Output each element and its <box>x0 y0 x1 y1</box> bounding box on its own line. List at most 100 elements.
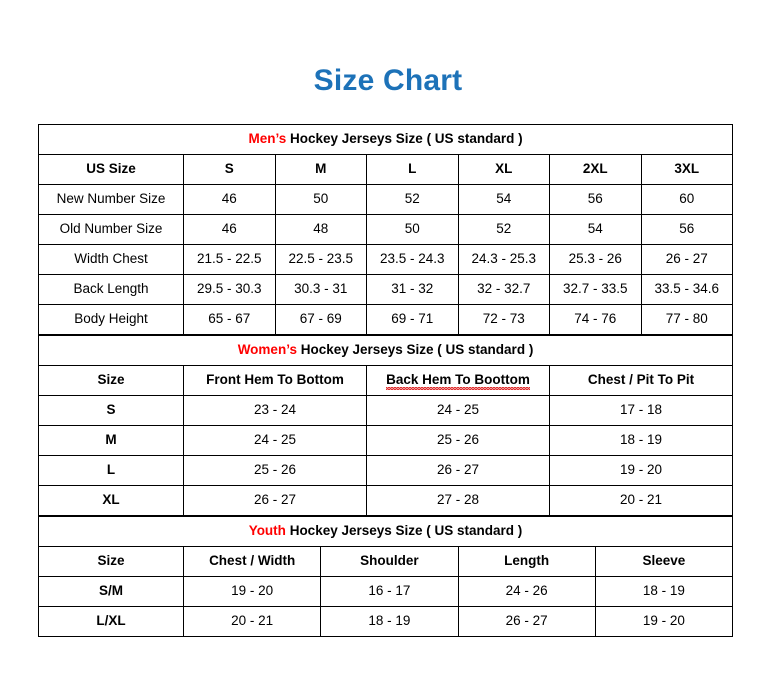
table-row: L/XL 20 - 21 18 - 19 26 - 27 19 - 20 <box>38 606 734 637</box>
womens-cell-0-1: 24 - 25 <box>366 395 550 426</box>
womens-cell-3-1: 27 - 28 <box>366 485 550 516</box>
mens-row-label-3: Back Length <box>38 274 184 305</box>
mens-cell-2-0: 21.5 - 22.5 <box>183 244 276 275</box>
womens-group-label: Women’s <box>237 342 297 358</box>
mens-cell-4-0: 65 - 67 <box>183 304 276 335</box>
youth-cell-1-1: 18 - 19 <box>320 606 459 637</box>
womens-cell-3-2: 20 - 21 <box>549 485 733 516</box>
table-row: L 25 - 26 26 - 27 19 - 20 <box>38 455 733 486</box>
table-section-header-row: Women’s Hockey Jerseys Size ( US standar… <box>38 335 733 366</box>
womens-cell-0-2: 17 - 18 <box>549 395 733 426</box>
womens-heading-rest: Hockey Jerseys Size ( US standard ) <box>296 342 534 358</box>
mens-cell-1-1: 48 <box>274 214 367 245</box>
mens-cell-3-4: 32.7 - 33.5 <box>549 274 642 305</box>
mens-cell-1-4: 54 <box>549 214 642 245</box>
table-row: New Number Size 46 50 52 54 56 60 <box>38 184 734 215</box>
youth-section-heading: Youth Hockey Jerseys Size ( US standard … <box>38 516 733 547</box>
table-row: Old Number Size 46 48 50 52 54 56 <box>38 214 734 245</box>
womens-col-header-0: Size <box>38 365 184 396</box>
mens-size-table: Men’s Hockey Jerseys Size ( US standard … <box>37 124 734 335</box>
mens-col-header-4: XL <box>457 154 550 185</box>
table-row: XL 26 - 27 27 - 28 20 - 21 <box>38 485 733 516</box>
womens-col-header-1: Front Hem To Bottom <box>183 365 367 396</box>
youth-cell-0-1: 16 - 17 <box>320 576 459 607</box>
table-row: Back Length 29.5 - 30.3 30.3 - 31 31 - 3… <box>38 274 734 305</box>
womens-cell-1-2: 18 - 19 <box>549 425 733 456</box>
womens-col-header-3: Chest / Pit To Pit <box>549 365 733 396</box>
mens-cell-0-3: 54 <box>457 184 550 215</box>
mens-cell-0-4: 56 <box>549 184 642 215</box>
youth-row-label-1: L/XL <box>38 606 184 637</box>
mens-cell-4-1: 67 - 69 <box>274 304 367 335</box>
mens-cell-3-0: 29.5 - 30.3 <box>183 274 276 305</box>
youth-col-header-1: Chest / Width <box>182 546 322 577</box>
page-title: Size Chart <box>313 64 463 97</box>
mens-cell-1-5: 56 <box>640 214 734 245</box>
mens-row-label-0: New Number Size <box>38 184 184 215</box>
womens-cell-3-0: 26 - 27 <box>183 485 367 516</box>
mens-cell-3-1: 30.3 - 31 <box>274 274 367 305</box>
womens-row-label-3: XL <box>38 485 184 516</box>
womens-row-label-1: M <box>38 425 184 456</box>
youth-group-label: Youth <box>248 523 286 539</box>
mens-cell-0-2: 52 <box>366 184 459 215</box>
mens-col-header-2: M <box>274 154 367 185</box>
table-section-header-row: Youth Hockey Jerseys Size ( US standard … <box>38 516 733 547</box>
mens-section-heading: Men’s Hockey Jerseys Size ( US standard … <box>37 124 734 155</box>
size-tables: Men’s Hockey Jerseys Size ( US standard … <box>37 124 734 637</box>
youth-cell-0-0: 19 - 20 <box>182 576 322 607</box>
table-row: S/M 19 - 20 16 - 17 24 - 26 18 - 19 <box>38 576 734 607</box>
mens-cell-2-2: 23.5 - 24.3 <box>366 244 459 275</box>
womens-cell-2-0: 25 - 26 <box>183 455 367 486</box>
table-row: S 23 - 24 24 - 25 17 - 18 <box>38 395 733 426</box>
youth-col-header-2: Shoulder <box>320 546 459 577</box>
youth-col-header-0: Size <box>38 546 184 577</box>
mens-cell-2-1: 22.5 - 23.5 <box>274 244 367 275</box>
mens-cell-2-3: 24.3 - 25.3 <box>457 244 550 275</box>
mens-cell-0-5: 60 <box>640 184 734 215</box>
youth-cell-0-2: 24 - 26 <box>457 576 596 607</box>
mens-col-header-6: 3XL <box>640 154 734 185</box>
table-row: M 24 - 25 25 - 26 18 - 19 <box>38 425 733 456</box>
mens-cell-4-5: 77 - 80 <box>640 304 734 335</box>
youth-col-header-4: Sleeve <box>594 546 734 577</box>
youth-col-header-3: Length <box>457 546 596 577</box>
mens-cell-0-1: 50 <box>274 184 367 215</box>
mens-col-header-3: L <box>366 154 459 185</box>
mens-cell-1-0: 46 <box>183 214 276 245</box>
mens-cell-4-2: 69 - 71 <box>366 304 459 335</box>
mens-row-label-2: Width Chest <box>38 244 184 275</box>
mens-cell-2-5: 26 - 27 <box>640 244 734 275</box>
womens-cell-1-1: 25 - 26 <box>366 425 550 456</box>
womens-section-heading: Women’s Hockey Jerseys Size ( US standar… <box>38 335 733 366</box>
table-column-header-row: Size Chest / Width Shoulder Length Sleev… <box>38 546 734 577</box>
youth-heading-rest: Hockey Jerseys Size ( US standard ) <box>285 523 523 539</box>
mens-cell-4-3: 72 - 73 <box>457 304 550 335</box>
mens-col-header-5: 2XL <box>549 154 642 185</box>
table-row: Width Chest 21.5 - 22.5 22.5 - 23.5 23.5… <box>38 244 734 275</box>
mens-cell-3-2: 31 - 32 <box>366 274 459 305</box>
womens-cell-2-1: 26 - 27 <box>366 455 550 486</box>
table-column-header-row: US Size S M L XL 2XL 3XL <box>38 154 734 185</box>
womens-cell-2-2: 19 - 20 <box>549 455 733 486</box>
mens-heading-rest: Hockey Jerseys Size ( US standard ) <box>286 131 523 147</box>
mens-cell-1-3: 52 <box>457 214 550 245</box>
youth-cell-0-3: 18 - 19 <box>594 576 734 607</box>
table-section-header-row: Men’s Hockey Jerseys Size ( US standard … <box>37 124 734 155</box>
womens-col-header-2: Back Hem To Boottom <box>366 365 550 396</box>
womens-cell-1-0: 24 - 25 <box>183 425 367 456</box>
mens-col-header-0: US Size <box>38 154 184 185</box>
mens-cell-3-3: 32 - 32.7 <box>457 274 550 305</box>
mens-col-header-1: S <box>183 154 276 185</box>
table-row: Body Height 65 - 67 67 - 69 69 - 71 72 -… <box>38 304 734 335</box>
mens-cell-3-5: 33.5 - 34.6 <box>640 274 734 305</box>
womens-cell-0-0: 23 - 24 <box>183 395 367 426</box>
youth-size-table: Youth Hockey Jerseys Size ( US standard … <box>38 516 734 637</box>
youth-cell-1-2: 26 - 27 <box>457 606 596 637</box>
mens-row-label-4: Body Height <box>38 304 184 335</box>
youth-cell-1-0: 20 - 21 <box>182 606 322 637</box>
mens-group-label: Men’s <box>248 131 287 147</box>
table-column-header-row: Size Front Hem To Bottom Back Hem To Boo… <box>38 365 733 396</box>
mens-cell-1-2: 50 <box>366 214 459 245</box>
